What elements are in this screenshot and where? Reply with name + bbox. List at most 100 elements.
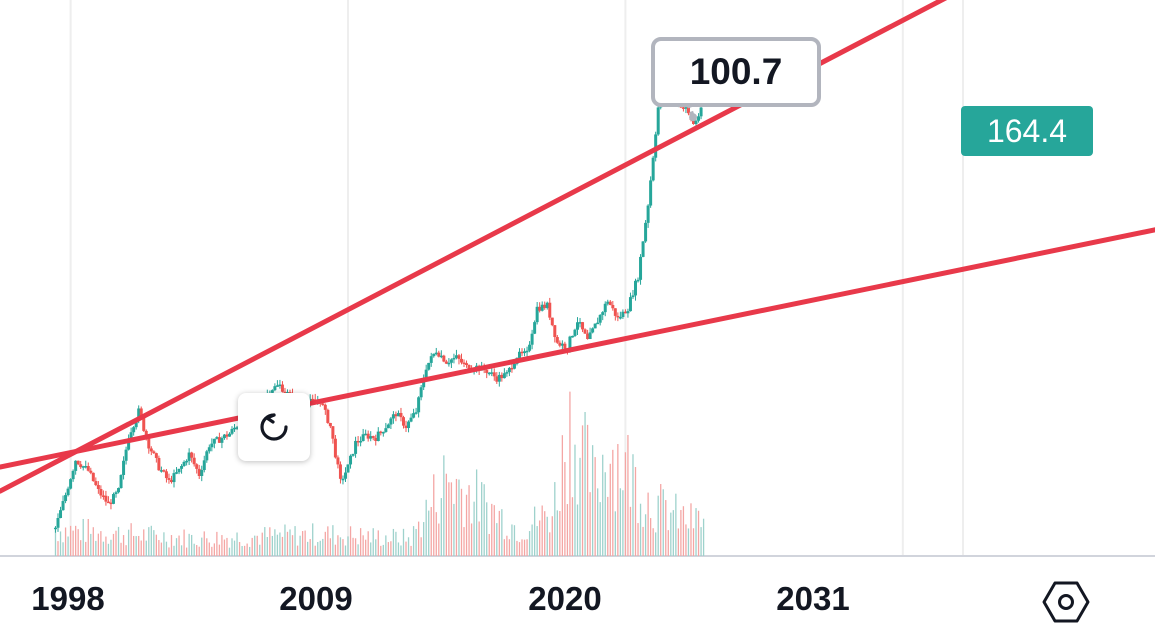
candle-body (686, 107, 690, 114)
candle-body (694, 120, 698, 125)
candle-body (601, 312, 605, 315)
candle-body (152, 451, 156, 454)
candle-body (447, 362, 451, 365)
candle-body (404, 425, 408, 429)
candle-body (159, 470, 163, 472)
candle-body (553, 325, 557, 338)
candle-body (432, 353, 436, 357)
candle-body (596, 322, 600, 325)
candle-body (576, 322, 579, 330)
candle-body (437, 352, 441, 357)
candle-body (384, 428, 388, 432)
candle-body (636, 279, 640, 282)
candle-body (76, 460, 80, 465)
candle-body (417, 397, 421, 413)
candle-body (649, 180, 653, 206)
candle-body (598, 314, 602, 323)
candle-body (510, 367, 514, 370)
candle-body (132, 427, 136, 433)
candle-body (275, 385, 279, 387)
candle-body (454, 355, 458, 358)
candle-body (412, 413, 416, 418)
x-tick-label-1998: 1998 (31, 580, 105, 617)
candle-body (369, 436, 373, 439)
candle-body (424, 369, 428, 380)
candle-body (114, 492, 118, 495)
settings-button[interactable] (1040, 576, 1092, 628)
candle-body (225, 434, 229, 437)
candle-body (626, 311, 630, 314)
candle-body (195, 464, 199, 469)
candle-body (91, 472, 95, 482)
x-tick-label-2031: 2031 (776, 580, 850, 617)
candle-body (439, 355, 443, 358)
candle-body (215, 437, 219, 439)
candle-body (187, 452, 191, 461)
candle-body (525, 350, 529, 353)
candle-body (99, 488, 103, 496)
candle-body (583, 329, 587, 334)
candle-body (699, 107, 703, 117)
candle-body (212, 438, 216, 444)
candle-body (422, 379, 426, 388)
candle-body (442, 355, 446, 362)
candle-body (530, 333, 534, 345)
candle-body (434, 352, 438, 355)
candle-body (401, 417, 405, 426)
candle-body (586, 333, 590, 340)
candle-body (321, 403, 325, 405)
candle-body (697, 116, 701, 121)
candle-body (323, 404, 327, 410)
candle-body (74, 460, 78, 471)
candle-body (512, 363, 516, 369)
candle-body (558, 342, 562, 346)
candle-body (127, 438, 131, 450)
candle-body (621, 311, 625, 318)
candle-body (386, 424, 390, 429)
candle-body (495, 376, 499, 382)
candle-body (581, 322, 585, 330)
candle-body (227, 433, 231, 437)
candle-body (634, 280, 638, 296)
candle-body (523, 351, 527, 354)
candle-body (407, 421, 411, 429)
candle-body (563, 343, 567, 349)
candle-body (182, 461, 186, 466)
candle-body (485, 369, 489, 373)
price-callout: 100.7 (651, 37, 821, 107)
candle-body (285, 392, 289, 394)
candle-body (535, 306, 539, 323)
candle-body (465, 363, 469, 365)
candle-body (96, 485, 100, 489)
candle-body (109, 502, 113, 505)
candle-body (540, 304, 544, 311)
candle-body (603, 303, 607, 313)
candle-body (616, 315, 620, 318)
candle-body (172, 473, 176, 483)
candle-body (86, 465, 90, 471)
candle-body (414, 412, 418, 414)
candle-body (641, 241, 645, 257)
candle-body (326, 409, 330, 423)
candle-body (538, 306, 542, 311)
candle-body (646, 205, 650, 223)
candle-body (359, 441, 363, 443)
candle-body (137, 408, 141, 421)
candle-body (56, 518, 60, 528)
candle-body (61, 501, 65, 511)
candle-body (548, 302, 552, 318)
candle-body (366, 433, 370, 439)
candle-body (651, 157, 655, 181)
candle-body (394, 414, 398, 417)
candle-body (573, 329, 577, 336)
candle-body (134, 420, 138, 428)
candle-body (157, 457, 161, 471)
candle-body (53, 527, 57, 530)
reset-button[interactable] (238, 393, 310, 461)
reset-icon (260, 413, 288, 441)
candle-body (235, 427, 239, 429)
x-tick-label-2009: 2009 (279, 580, 353, 617)
candle-body (349, 455, 353, 465)
candle-body (331, 426, 335, 439)
